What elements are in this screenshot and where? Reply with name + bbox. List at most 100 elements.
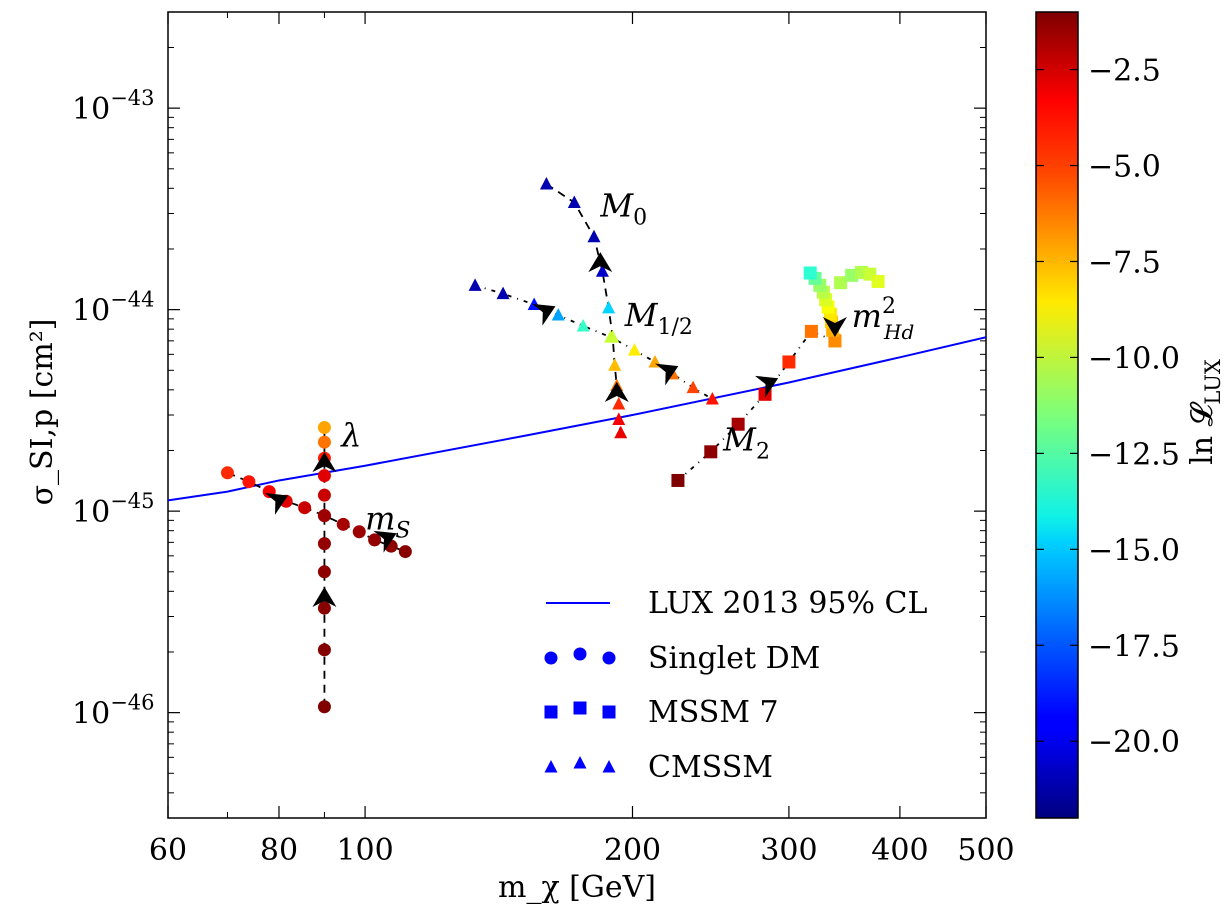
legend-cmssm-marker xyxy=(602,760,616,773)
singlet-point xyxy=(317,488,331,502)
colorbar-tick-label: −20.0 xyxy=(1088,725,1180,760)
x-tick-label: 200 xyxy=(604,833,661,868)
legend-cmssm-marker xyxy=(544,760,558,773)
direction-arrow xyxy=(373,530,397,553)
colorbar-tick-label: −15.0 xyxy=(1088,533,1180,568)
legend-entry: Singlet DM xyxy=(648,641,820,676)
singlet-point xyxy=(317,565,331,579)
series-path xyxy=(474,284,713,400)
singlet-point xyxy=(368,533,382,547)
legend-mssm7-marker xyxy=(602,705,616,719)
cmssm-point xyxy=(595,264,609,277)
points-layer xyxy=(220,177,885,714)
mssm7-point xyxy=(871,274,885,288)
singlet-point xyxy=(336,517,350,531)
scan-annotation: M2 xyxy=(722,420,770,464)
cmssm-point xyxy=(576,318,590,332)
colorbar-gradient xyxy=(1035,11,1079,819)
cmssm-point xyxy=(567,195,581,209)
legend: LUX 2013 95% CL Singlet DM MSSM 7 CMSSM xyxy=(544,586,928,785)
arrows-layer xyxy=(264,252,847,607)
cmssm-point xyxy=(705,392,719,405)
mssm7-point xyxy=(804,324,818,338)
mssm7-point xyxy=(803,266,817,280)
cmssm-point xyxy=(614,425,628,439)
y-tick-label: 10−43 xyxy=(72,86,155,127)
scan-annotation: λ xyxy=(339,416,361,454)
x-tick-label: 400 xyxy=(871,833,928,868)
legend-entry: LUX 2013 95% CL xyxy=(648,586,928,621)
mssm7-point xyxy=(671,473,685,487)
legend-singlet-marker xyxy=(573,647,587,661)
direction-arrow xyxy=(754,375,779,398)
cmssm-point xyxy=(496,286,510,300)
singlet-point xyxy=(352,525,366,539)
singlet-point xyxy=(317,537,331,551)
singlet-point xyxy=(398,545,412,559)
cmssm-point xyxy=(627,343,641,356)
direction-arrow xyxy=(312,586,337,607)
colorbar: −2.5 −5.0 −7.5 −10.0 −12.5 −15.0 −17.5 −20.0 ln… xyxy=(1035,11,1225,819)
colorbar-tick-label: −7.5 xyxy=(1088,245,1161,280)
y-tick-labels: 10−46 10−45 10−44 10−43 xyxy=(72,86,155,732)
cmssm-point xyxy=(587,229,601,243)
singlet-point xyxy=(317,469,331,483)
plot-frame xyxy=(167,11,987,819)
legend-mssm7-marker xyxy=(573,701,587,715)
y-axis-label: σ_SI,p [cm²] xyxy=(25,319,60,506)
y-tick-label: 10−45 xyxy=(72,489,155,530)
x-tick-label: 300 xyxy=(760,833,817,868)
cmssm-point xyxy=(686,380,700,394)
x-axis-label: m_χ [GeV] xyxy=(498,870,656,905)
direction-arrow xyxy=(604,382,629,403)
colorbar-tick-label: −17.5 xyxy=(1088,629,1180,664)
singlet-point xyxy=(317,643,331,657)
scan-annotation: mS xyxy=(365,500,410,544)
colorbar-tick-label: −2.5 xyxy=(1088,54,1161,89)
y-tick-label: 10−46 xyxy=(72,691,155,732)
colorbar-tick-label: −5.0 xyxy=(1088,150,1161,185)
cmssm-point xyxy=(612,412,626,425)
direction-arrow xyxy=(655,363,679,386)
mssm7-point xyxy=(828,334,842,348)
x-tick-label: 60 xyxy=(149,833,187,868)
legend-singlet-marker xyxy=(544,651,558,665)
cmssm-point xyxy=(539,177,553,190)
direction-arrow xyxy=(532,303,556,326)
plot-area: λ mS M0 M1/2 M2 m2 Hd LUX 2013 95% CL Singlet D… xyxy=(167,11,987,819)
singlet-point xyxy=(220,466,234,480)
x-tick-label: 500 xyxy=(957,833,1014,868)
cmssm-point xyxy=(551,308,565,321)
direction-arrow xyxy=(264,493,289,515)
cmssm-point xyxy=(608,358,622,371)
x-tick-label: 100 xyxy=(336,833,393,868)
singlet-point xyxy=(317,509,331,523)
singlet-point xyxy=(242,475,256,489)
cmssm-point xyxy=(604,330,618,343)
legend-entry: CMSSM xyxy=(648,750,773,785)
cmssm-point xyxy=(612,397,626,410)
direction-arrow xyxy=(822,317,847,338)
colorbar-ticks: −2.5 −5.0 −7.5 −10.0 −12.5 −15.0 −17.5 −20.0 xyxy=(1036,54,1180,760)
scan-annotation: M0 xyxy=(599,186,647,230)
cmssm-point xyxy=(602,300,616,314)
x-tick-label: 80 xyxy=(260,833,298,868)
singlet-point xyxy=(317,601,331,615)
major-ticks xyxy=(167,12,987,818)
direction-arrow xyxy=(312,452,337,473)
singlet-point xyxy=(317,700,331,714)
annotations-layer: λ mS M0 M1/2 M2 m2 Hd xyxy=(339,186,914,543)
scan-annotation: M1/2 xyxy=(624,296,693,340)
singlet-point xyxy=(298,501,312,515)
minor-ticks xyxy=(168,12,986,818)
singlet-point xyxy=(317,435,331,449)
lux-limit-line xyxy=(168,336,986,502)
colorbar-label: ln 𝓛LUX xyxy=(1185,359,1225,465)
legend-cmssm-marker xyxy=(573,756,587,769)
x-tick-labels: 60 80 100 200 300 400 500 xyxy=(149,833,1015,868)
legend-mssm7-marker xyxy=(544,705,558,719)
singlet-point xyxy=(317,421,331,435)
cmssm-point xyxy=(468,278,482,291)
direction-arrow xyxy=(588,252,613,273)
